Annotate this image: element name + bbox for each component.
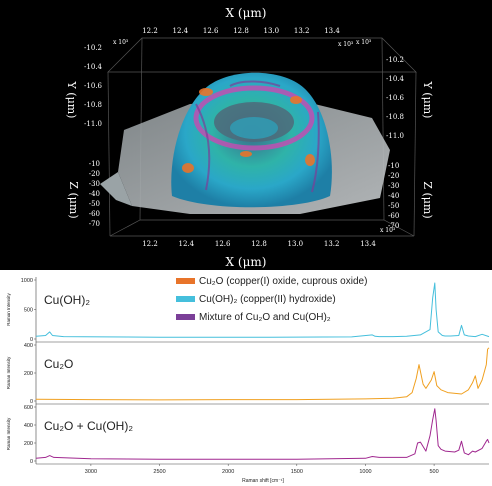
spectrum-line	[35, 282, 490, 338]
surface-plot-panel: X (μm) X (μm) x 10³ x 10³ x 10³ x 10³ Y …	[0, 0, 492, 270]
surface-plot: X (μm) X (μm) x 10³ x 10³ x 10³ x 10³ Y …	[65, 6, 434, 269]
y-tick-label: 600	[24, 405, 33, 411]
spectrum-line	[35, 408, 490, 460]
legend-label: Cu(OH)₂ (copper(II) hydroxide)	[199, 294, 336, 305]
y-tick-label: 200	[24, 371, 33, 377]
cu2o-patches	[182, 88, 315, 173]
y-axis-title-right: Y (μm)	[421, 81, 434, 119]
spectrum-panel: 0 500 1000 Raman Intensity Cu(OH)₂	[6, 277, 490, 343]
x-tick-label: 2500	[153, 469, 165, 475]
raman-spectra: Cu₂O (copper(I) oxide, cuprous oxide) Cu(…	[6, 276, 490, 484]
y-tick-label: 1000	[21, 278, 33, 284]
y-exponent-left: x 10³	[113, 39, 129, 46]
y-tick-label: 200	[24, 441, 33, 447]
spectrum-panel: 0 200 400 600 Raman Intensity Cu₂O + Cu(OH)₂	[6, 404, 490, 465]
x-tick-top: 12.8	[233, 27, 249, 35]
x-tick-bottom: 12.4	[179, 240, 195, 248]
substrate-edge	[100, 172, 132, 206]
spectrum-name: Cu(OH)₂	[44, 293, 90, 307]
legend-swatch	[176, 278, 195, 284]
crater-rim	[193, 85, 315, 151]
y-tick-label: 400	[24, 343, 33, 349]
y-tick-right: -10.8	[386, 113, 404, 121]
z-tick-right: -30	[388, 182, 399, 190]
z-tick-left: -50	[89, 200, 100, 208]
legend-label: Mixture of Cu₂O and Cu(OH)₂	[199, 312, 331, 323]
y-tick-label: 0	[30, 399, 33, 405]
x-tick-label: 3000	[85, 469, 97, 475]
x-tick-top: 13.4	[324, 27, 340, 35]
x-tick-bottom: 13.2	[324, 240, 340, 248]
spectrum-panel: 0 200 400 Raman Intensity Cu₂O	[6, 342, 490, 405]
raman-spectra-panel: Cu₂O (copper(I) oxide, cuprous oxide) Cu(…	[0, 270, 492, 486]
y-tick-label: 500	[24, 308, 33, 314]
z-tick-left: -30	[89, 180, 100, 188]
x-tick-label: 1500	[291, 469, 303, 475]
z-axis-title-right: Z (μm)	[421, 181, 434, 218]
y-tick-right: -10.6	[386, 94, 404, 102]
x-axis-label: Raman shift [cm⁻¹]	[242, 478, 284, 484]
y-tick-label: 0	[30, 459, 33, 465]
legend: Cu₂O (copper(I) oxide, cuprous oxide) Cu(…	[176, 276, 367, 323]
y-tick-left: -11.0	[84, 120, 102, 128]
x-axis-title-top: X (μm)	[226, 6, 267, 20]
x-tick-bottom: 12.2	[142, 240, 158, 248]
x-tick-top: 12.6	[203, 27, 219, 35]
x-tick-label: 1000	[359, 469, 371, 475]
y-axis-title-left: Y (μm)	[65, 81, 78, 119]
z-tick-right: -60	[388, 212, 399, 220]
y-tick-right: -10.2	[386, 56, 404, 64]
z-tick-right: -50	[388, 202, 399, 210]
y-tick-left: -10.4	[84, 63, 102, 71]
legend-swatch	[176, 296, 195, 302]
x-tick-bottom: 12.8	[251, 240, 267, 248]
y-tick-right: -10.4	[386, 75, 404, 83]
x-exponent-bottom: x 10³	[380, 227, 396, 234]
z-tick-left: -60	[89, 210, 100, 218]
y-tick-left: -10.2	[84, 44, 102, 52]
y-tick-label: 0	[30, 337, 33, 343]
z-tick-left: -70	[89, 220, 100, 228]
z-tick-right: -20	[388, 172, 399, 180]
z-tick-left: -40	[89, 190, 100, 198]
x-tick-top: 13.2	[294, 27, 310, 35]
z-tick-right: -70	[388, 222, 399, 230]
plot-box	[107, 37, 417, 237]
z-tick-right: -10	[388, 162, 399, 170]
x-tick-top: 13.0	[264, 27, 280, 35]
y-tick-left: -10.6	[84, 82, 102, 90]
z-tick-left: -10	[89, 160, 100, 168]
z-tick-right: -40	[388, 192, 399, 200]
spectrum-name: Cu₂O + Cu(OH)₂	[44, 419, 133, 433]
y-axis-label: Raman Intensity	[6, 417, 11, 450]
mixture-streaks	[195, 80, 320, 193]
legend-label: Cu₂O (copper(I) oxide, cuprous oxide)	[199, 276, 367, 287]
x-tick-bottom: 12.6	[215, 240, 231, 248]
x-tick-label: 500	[429, 469, 438, 475]
z-tick-left: -20	[89, 170, 100, 178]
y-axis-label: Raman Intensity	[6, 292, 11, 325]
legend-swatch	[176, 314, 195, 320]
z-axis-title-left: Z (μm)	[67, 181, 80, 218]
x-axis-title-bottom: X (μm)	[226, 255, 267, 269]
y-tick-right: -11.0	[386, 132, 404, 140]
x-tick-bottom: 13.4	[360, 240, 376, 248]
x-tick-top: 12.4	[173, 27, 189, 35]
x-exponent-top: x 10³	[338, 41, 354, 48]
spectrum-name: Cu₂O	[44, 357, 73, 371]
x-tick-top: 12.2	[142, 27, 158, 35]
spectrum-line	[35, 347, 490, 401]
y-tick-label: 400	[24, 423, 33, 429]
x-tick-bottom: 13.0	[288, 240, 304, 248]
y-tick-left: -10.8	[84, 101, 102, 109]
x-tick-label: 2000	[222, 469, 234, 475]
y-axis-label: Raman Intensity	[6, 356, 11, 389]
y-exponent-right: x 10³	[356, 39, 372, 46]
